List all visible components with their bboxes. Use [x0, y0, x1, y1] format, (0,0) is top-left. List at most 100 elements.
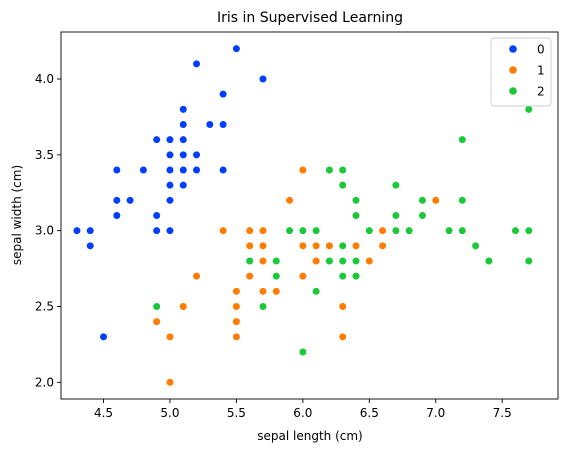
legend-marker-2 — [509, 87, 517, 95]
data-point-series-0 — [219, 165, 228, 175]
data-point-series-1 — [258, 226, 268, 235]
data-point-series-0 — [139, 165, 148, 175]
data-point-series-0 — [152, 211, 161, 220]
data-point-series-0 — [165, 226, 175, 235]
data-point-series-2 — [351, 272, 361, 281]
data-point-series-2 — [298, 347, 307, 357]
x-tick-label: 6.0 — [293, 406, 312, 420]
x-tick-label: 7.0 — [426, 406, 445, 420]
data-point-series-1 — [285, 196, 294, 205]
data-point-series-1 — [312, 241, 321, 250]
data-point-series-1 — [219, 226, 228, 235]
data-point-series-1 — [325, 241, 334, 250]
data-point-series-2 — [338, 256, 347, 266]
data-point-series-0 — [126, 196, 135, 205]
data-point-series-1 — [338, 302, 347, 311]
y-tick-label: 3.5 — [35, 148, 54, 162]
y-tick-label: 2.5 — [35, 299, 54, 313]
data-point-series-0 — [219, 90, 228, 99]
data-point-series-0 — [192, 165, 201, 175]
data-point-series-0 — [165, 165, 175, 175]
data-point-series-0 — [165, 196, 175, 205]
data-point-series-2 — [524, 256, 533, 266]
data-point-series-0 — [179, 181, 188, 190]
x-axis: 4.5 5.0 5.5 6.0 6.5 7.0 7.5 — [94, 399, 512, 420]
data-point-series-1 — [165, 332, 175, 341]
legend-marker-1 — [509, 66, 517, 74]
data-point-series-2 — [325, 165, 334, 175]
data-point-series-1 — [232, 287, 241, 296]
data-point-series-0 — [112, 165, 121, 175]
data-point-series-1 — [258, 287, 268, 296]
y-tick-label: 2.0 — [35, 375, 54, 389]
data-point-series-1 — [258, 241, 268, 250]
data-point-series-1 — [351, 241, 361, 250]
x-tick-label: 4.5 — [94, 406, 113, 420]
x-tick-label: 5.5 — [227, 406, 246, 420]
data-point-series-1 — [232, 332, 241, 341]
data-point-series-0 — [165, 150, 175, 159]
legend-marker-0 — [509, 45, 517, 53]
data-point-series-1 — [431, 196, 440, 205]
data-point-series-1 — [298, 272, 307, 281]
data-point-series-2 — [272, 272, 281, 281]
legend-label-0: 0 — [537, 43, 545, 57]
data-point-series-2 — [298, 226, 307, 235]
data-point-series-2 — [524, 226, 533, 235]
data-point-series-0 — [112, 196, 121, 205]
data-point-series-2 — [524, 105, 533, 114]
y-axis-label: sepal width (cm) — [10, 165, 24, 265]
data-point-series-0 — [112, 211, 121, 220]
data-point-series-1 — [232, 317, 241, 326]
data-point-series-2 — [245, 256, 254, 266]
legend-box — [490, 37, 552, 107]
data-point-series-0 — [165, 135, 175, 144]
data-point-series-1 — [272, 287, 281, 296]
data-point-series-2 — [351, 211, 361, 220]
x-tick-label: 6.5 — [360, 406, 379, 420]
data-point-series-2 — [391, 226, 400, 235]
data-point-series-1 — [245, 226, 254, 235]
legend-label-2: 2 — [537, 85, 545, 99]
data-point-series-2 — [152, 302, 161, 311]
data-point-series-2 — [484, 256, 493, 266]
data-point-series-2 — [444, 226, 454, 235]
data-point-series-0 — [99, 332, 108, 341]
data-point-series-1 — [338, 332, 347, 341]
data-point-series-0 — [179, 105, 188, 114]
data-point-series-2 — [418, 196, 427, 205]
data-point-series-2 — [351, 196, 361, 205]
x-tick-label: 5.0 — [160, 406, 179, 420]
data-point-series-2 — [471, 241, 480, 250]
data-point-series-2 — [351, 256, 361, 266]
data-point-series-2 — [312, 226, 321, 235]
chart-title: Iris in Supervised Learning — [217, 10, 403, 26]
data-point-series-0 — [219, 120, 228, 129]
data-point-series-0 — [86, 226, 95, 235]
data-point-series-1 — [179, 302, 188, 311]
data-point-series-1 — [312, 256, 321, 266]
data-point-series-2 — [338, 241, 347, 250]
data-point-series-0 — [179, 120, 188, 129]
data-point-series-2 — [458, 196, 467, 205]
data-point-series-2 — [272, 256, 281, 266]
data-point-series-2 — [338, 181, 347, 190]
x-axis-label: sepal length (cm) — [257, 429, 362, 443]
data-point-series-2 — [391, 211, 400, 220]
data-point-series-1 — [258, 256, 268, 266]
data-point-series-0 — [72, 226, 82, 235]
data-point-series-2 — [312, 287, 321, 296]
data-point-series-0 — [258, 74, 268, 84]
data-point-series-2 — [325, 256, 334, 266]
data-point-series-2 — [338, 165, 347, 175]
data-point-series-1 — [298, 241, 307, 250]
data-point-series-1 — [378, 226, 387, 235]
data-point-series-1 — [165, 378, 175, 387]
data-point-series-1 — [245, 241, 254, 250]
data-point-series-1 — [245, 272, 254, 281]
data-point-series-2 — [458, 135, 467, 144]
data-point-series-2 — [458, 226, 467, 235]
plot-frame — [60, 31, 559, 400]
